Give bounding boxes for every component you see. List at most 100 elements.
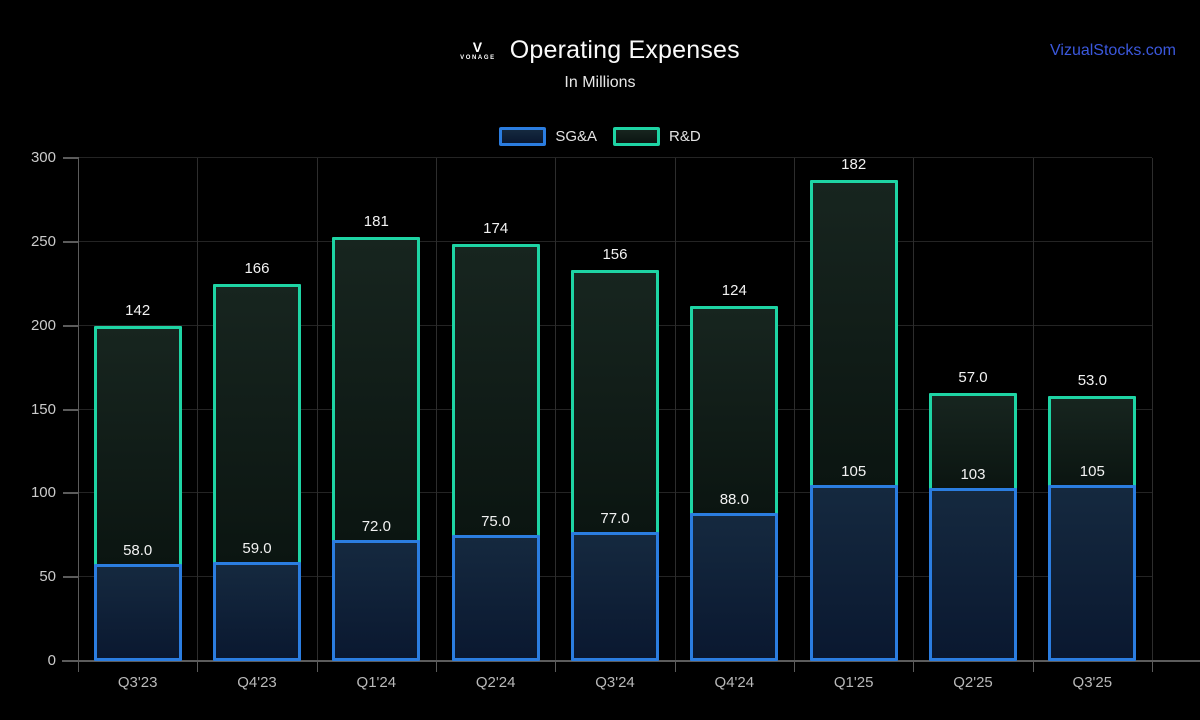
chart-header: V VONAGE Operating Expenses <box>0 36 1200 65</box>
x-axis-tick <box>197 661 199 672</box>
bar-rd-q1-25[interactable] <box>809 179 898 488</box>
x-tick-label-q4-24: Q4'24 <box>714 674 755 691</box>
bar-sga-q3-23[interactable] <box>93 563 182 661</box>
x-tick-label-q3-23: Q3'23 <box>117 674 158 691</box>
legend-item-rd[interactable]: R&D <box>613 127 701 146</box>
vonage-logo: V VONAGE <box>460 38 496 61</box>
chart-legend: SG&A R&D <box>0 127 1200 146</box>
value-label-rd-q1-25: 182 <box>841 155 867 173</box>
sga-legend-swatch <box>499 127 547 146</box>
y-axis-tick <box>63 240 78 243</box>
y-tick-label: 200 <box>30 316 56 334</box>
gridline-vertical <box>316 158 318 661</box>
y-tick-label: 150 <box>30 400 56 418</box>
gridline-vertical <box>197 158 199 661</box>
value-label-sga-q1-25: 105 <box>841 462 867 480</box>
bar-rd-q2-24[interactable] <box>451 243 540 539</box>
x-tick-label-q3-25: Q3'25 <box>1072 674 1113 691</box>
value-label-sga-q1-24: 72.0 <box>361 518 391 536</box>
bar-sga-q4-24[interactable] <box>690 513 779 661</box>
bar-sga-q1-24[interactable] <box>332 540 421 661</box>
bar-rd-q3-23[interactable] <box>93 325 182 567</box>
value-label-sga-q3-25: 105 <box>1079 462 1105 480</box>
bar-column-q4-24: 88.0 124 <box>675 158 794 661</box>
value-label-rd-q3-24: 156 <box>602 246 628 264</box>
y-tick-label: 100 <box>30 484 56 502</box>
y-axis-tick <box>63 157 78 159</box>
bar-column-q2-25: 103 57.0 <box>913 158 1032 661</box>
value-label-sga-q4-24: 88.0 <box>719 491 749 509</box>
value-label-rd-q2-24: 174 <box>483 219 509 237</box>
value-label-rd-q3-25: 53.0 <box>1077 372 1107 390</box>
rd-legend-label: R&D <box>669 128 701 145</box>
x-tick-label-q2-25: Q2'25 <box>953 674 993 691</box>
bar-column-q3-25: 105 53.0 <box>1033 158 1152 661</box>
x-tick-label-q4-23: Q4'23 <box>237 674 277 691</box>
y-tick-label: 0 <box>47 652 56 669</box>
y-axis-tick <box>63 324 78 327</box>
value-label-sga-q2-25: 103 <box>960 466 986 484</box>
y-tick-label: 300 <box>30 149 56 166</box>
bar-sga-q4-23[interactable] <box>212 562 301 661</box>
chart-subtitle: In Millions <box>564 74 636 91</box>
gridline-vertical <box>1032 158 1034 661</box>
gridline-vertical <box>674 158 676 661</box>
x-tick-label-q1-24: Q1'24 <box>356 674 397 691</box>
x-tick-label-q3-24: Q3'24 <box>595 674 635 691</box>
value-label-rd-q2-25: 57.0 <box>958 368 988 386</box>
chart-title: Operating Expenses <box>509 36 740 64</box>
watermark-link[interactable]: VizualStocks.com <box>1050 42 1176 59</box>
y-axis-line <box>78 157 79 661</box>
value-label-sga-q4-23: 59.0 <box>242 540 272 558</box>
gridline-horizontal <box>78 240 1152 242</box>
bar-rd-q1-24[interactable] <box>332 236 421 544</box>
value-label-sga-q3-24: 77.0 <box>600 509 630 527</box>
x-axis-tick <box>1152 661 1153 672</box>
bar-rd-q4-24[interactable] <box>690 305 779 517</box>
legend-item-sga[interactable]: SG&A <box>499 127 597 146</box>
value-label-rd-q4-24: 124 <box>721 281 747 299</box>
bar-column-q3-23: 58.0 142 <box>78 158 197 661</box>
gridline-vertical <box>436 158 437 661</box>
bar-rd-q3-25[interactable] <box>1048 396 1137 488</box>
bar-sga-q2-24[interactable] <box>451 535 540 661</box>
x-tick-label-q1-25: Q1'25 <box>833 674 874 691</box>
bar-rd-q4-23[interactable] <box>212 283 301 566</box>
rd-legend-swatch <box>613 127 660 146</box>
x-axis-tick <box>555 661 557 672</box>
bar-sga-q3-25[interactable] <box>1048 484 1137 661</box>
value-label-rd-q1-24: 181 <box>363 212 389 230</box>
x-axis-tick <box>78 661 79 672</box>
vonage-logo-wordmark: VONAGE <box>460 54 496 61</box>
bar-column-q3-24: 77.0 156 <box>555 158 674 661</box>
value-label-sga-q2-24: 75.0 <box>481 513 511 531</box>
x-axis-tick <box>794 661 795 672</box>
x-axis-tick <box>316 661 318 672</box>
y-axis-tick <box>63 576 78 579</box>
bar-column-q1-24: 72.0 181 <box>317 158 436 661</box>
value-label-rd-q4-23: 166 <box>244 259 270 277</box>
x-axis-tick <box>1032 661 1034 672</box>
gridline-horizontal <box>78 157 1152 158</box>
bar-rd-q3-24[interactable] <box>570 270 659 535</box>
y-tick-label: 250 <box>30 232 56 250</box>
bar-column-q1-25: 105 182 <box>794 155 913 661</box>
vonage-logo-mark: V <box>472 38 484 55</box>
gridline-vertical <box>555 158 557 661</box>
bar-sga-q2-25[interactable] <box>928 488 1017 661</box>
y-axis-tick <box>63 492 78 495</box>
y-axis-tick <box>63 408 78 411</box>
bar-sga-q1-25[interactable] <box>809 484 898 661</box>
x-axis-tick <box>913 661 915 672</box>
value-label-rd-q3-23: 142 <box>125 301 151 319</box>
x-axis-tick <box>674 661 676 672</box>
x-tick-label-q2-24: Q2'24 <box>475 674 516 691</box>
y-tick-label: 50 <box>39 568 56 586</box>
x-axis-line <box>62 660 1200 662</box>
gridline-vertical <box>794 158 795 661</box>
bar-sga-q3-24[interactable] <box>570 531 659 661</box>
bar-column-q2-24: 75.0 174 <box>436 158 555 661</box>
gridline-vertical <box>1152 158 1153 661</box>
value-label-sga-q3-23: 58.0 <box>123 541 153 559</box>
